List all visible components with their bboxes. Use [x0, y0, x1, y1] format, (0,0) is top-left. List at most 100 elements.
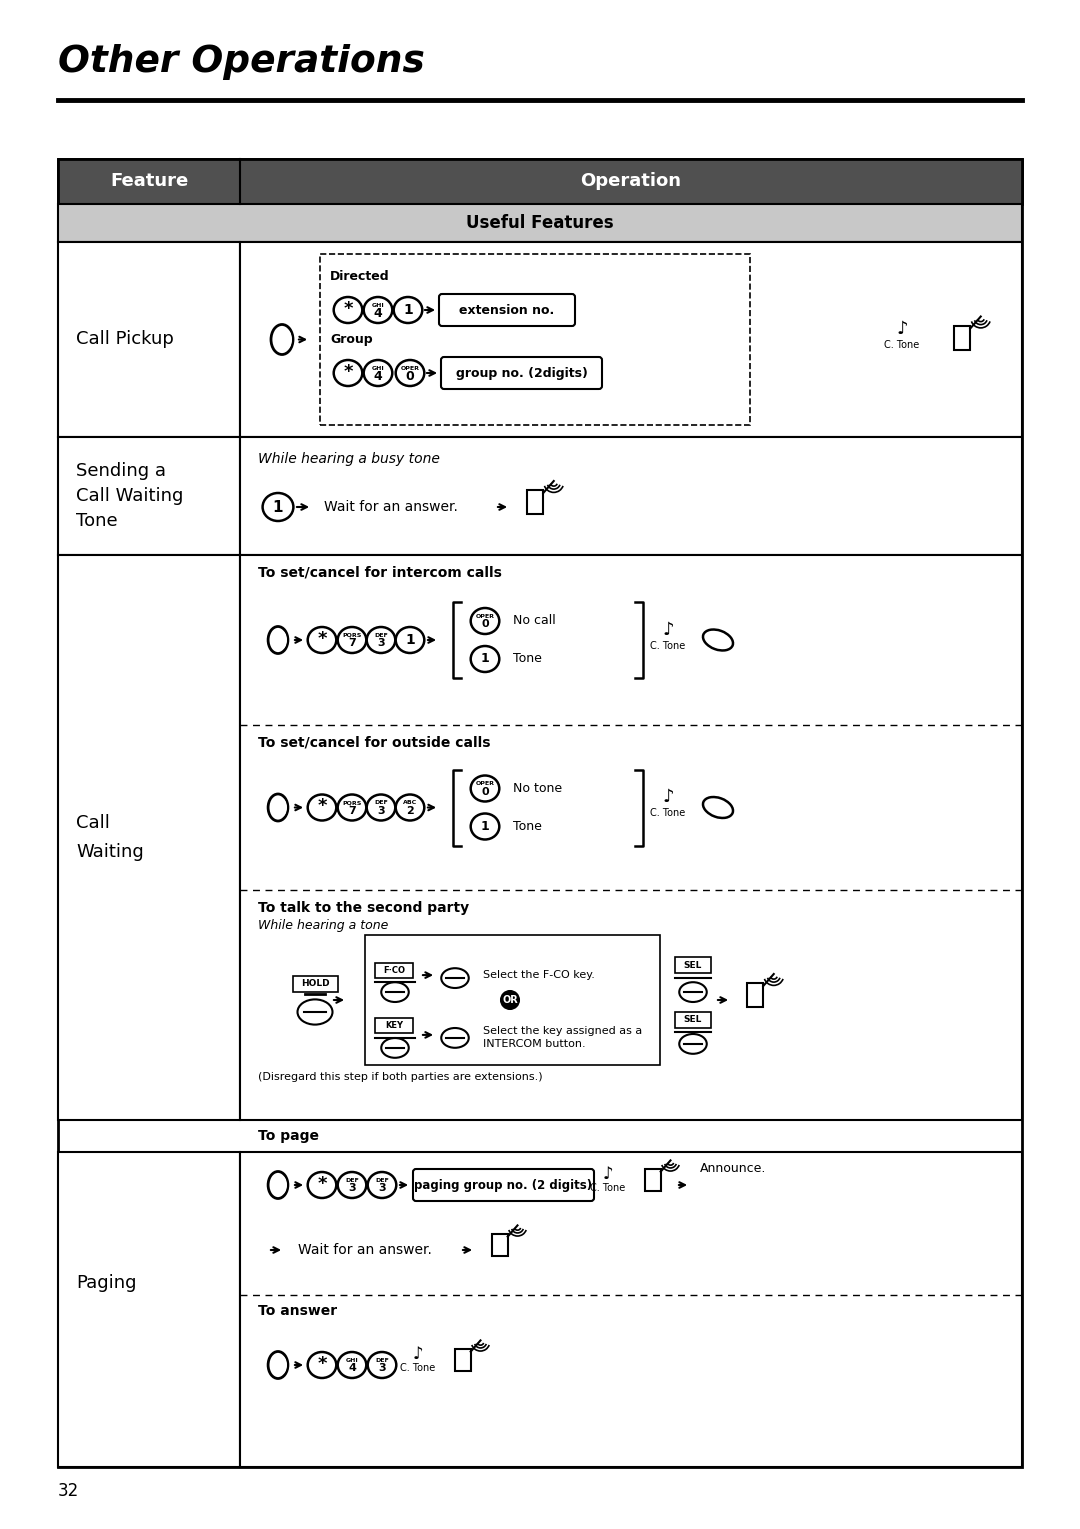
Text: To set/cancel for intercom calls: To set/cancel for intercom calls — [258, 566, 502, 579]
Text: 3: 3 — [378, 1364, 386, 1373]
Ellipse shape — [367, 1173, 396, 1199]
Bar — [240, 437, 1022, 555]
Text: Wait for an answer.: Wait for an answer. — [298, 1243, 432, 1257]
Bar — [240, 242, 1022, 437]
Text: Feature: Feature — [110, 173, 188, 191]
Text: PQRS: PQRS — [342, 801, 362, 806]
Text: 3: 3 — [348, 1183, 355, 1193]
Bar — [58, 203, 1022, 242]
Text: 3: 3 — [378, 1183, 386, 1193]
Text: (Disregard this step if both parties are extensions.): (Disregard this step if both parties are… — [258, 1072, 542, 1083]
Text: OPER: OPER — [475, 781, 495, 786]
Ellipse shape — [338, 627, 366, 653]
Text: 1: 1 — [481, 653, 489, 665]
Ellipse shape — [274, 1355, 287, 1375]
Text: To answer: To answer — [258, 1304, 337, 1318]
FancyBboxPatch shape — [441, 356, 602, 388]
Text: C. Tone: C. Tone — [591, 1183, 625, 1193]
Bar — [675, 1012, 711, 1027]
FancyBboxPatch shape — [438, 294, 575, 326]
Bar — [58, 159, 1022, 1466]
Bar — [456, 1349, 471, 1372]
Ellipse shape — [274, 630, 287, 650]
Ellipse shape — [367, 795, 395, 821]
Ellipse shape — [442, 968, 469, 988]
Text: No tone: No tone — [513, 781, 562, 795]
Text: *: * — [318, 1174, 327, 1193]
Text: Call
Waiting: Call Waiting — [76, 813, 144, 861]
Text: DEF: DEF — [375, 1177, 389, 1183]
Text: No call: No call — [513, 615, 556, 627]
Text: OPER: OPER — [475, 615, 495, 619]
Text: Directed: Directed — [330, 271, 390, 283]
Text: *: * — [343, 362, 353, 381]
Text: Sending a
Call Waiting
Tone: Sending a Call Waiting Tone — [76, 462, 184, 531]
Text: 0: 0 — [482, 619, 489, 630]
Ellipse shape — [367, 627, 395, 653]
Text: Other Operations: Other Operations — [58, 44, 424, 80]
Ellipse shape — [471, 775, 499, 801]
Text: 4: 4 — [374, 307, 382, 320]
Text: 1: 1 — [405, 633, 415, 647]
Text: Operation: Operation — [581, 173, 681, 191]
Text: 1: 1 — [481, 820, 489, 833]
Text: 7: 7 — [348, 806, 356, 816]
Text: 3: 3 — [377, 638, 384, 648]
Text: Paging: Paging — [76, 1275, 136, 1292]
Bar — [675, 957, 711, 972]
Text: While hearing a tone: While hearing a tone — [258, 919, 389, 933]
Text: SEL: SEL — [684, 960, 702, 969]
Bar — [58, 555, 240, 1121]
Text: DEF: DEF — [346, 1177, 359, 1183]
Text: Tone: Tone — [513, 820, 542, 833]
Text: While hearing a busy tone: While hearing a busy tone — [258, 453, 440, 466]
Text: *: * — [343, 300, 353, 318]
Ellipse shape — [334, 297, 362, 323]
Bar — [365, 936, 660, 1066]
Text: 4: 4 — [374, 370, 382, 382]
Text: 0: 0 — [406, 370, 415, 382]
Text: 2: 2 — [406, 806, 414, 816]
Ellipse shape — [442, 1027, 469, 1047]
Text: 0: 0 — [482, 787, 489, 797]
Text: C. Tone: C. Tone — [401, 1362, 435, 1373]
Text: *: * — [318, 630, 327, 648]
Ellipse shape — [297, 1000, 333, 1024]
Ellipse shape — [338, 1173, 366, 1199]
Text: INTERCOM button.: INTERCOM button. — [483, 1038, 585, 1049]
Text: Group: Group — [330, 333, 373, 347]
Bar — [954, 326, 970, 350]
Text: Useful Features: Useful Features — [467, 214, 613, 232]
Text: Tone: Tone — [513, 653, 542, 665]
Text: To talk to the second party: To talk to the second party — [258, 901, 469, 914]
Text: Select the F-CO key.: Select the F-CO key. — [483, 969, 595, 980]
Bar — [58, 437, 240, 555]
Text: ♪: ♪ — [413, 1346, 423, 1362]
Ellipse shape — [308, 627, 336, 653]
Text: extension no.: extension no. — [459, 303, 555, 317]
Bar — [293, 976, 338, 992]
Ellipse shape — [262, 492, 294, 521]
Ellipse shape — [381, 1038, 408, 1058]
Ellipse shape — [471, 813, 499, 839]
Text: ♪: ♪ — [662, 621, 674, 639]
Ellipse shape — [394, 297, 422, 323]
Bar — [58, 159, 1022, 203]
Text: group no. (2digits): group no. (2digits) — [456, 367, 588, 379]
Text: 32: 32 — [58, 1482, 79, 1500]
Text: DEF: DEF — [374, 801, 388, 806]
Text: Wait for an answer.: Wait for an answer. — [324, 500, 458, 514]
Text: SEL: SEL — [684, 1015, 702, 1024]
Ellipse shape — [274, 1176, 287, 1194]
Text: GHI: GHI — [372, 365, 384, 372]
Ellipse shape — [268, 627, 288, 653]
Bar — [58, 242, 240, 437]
Ellipse shape — [381, 982, 408, 1001]
Bar — [240, 555, 1022, 1121]
Text: OR: OR — [502, 995, 518, 1005]
Bar — [240, 1151, 1022, 1466]
Ellipse shape — [703, 630, 733, 650]
Text: DEF: DEF — [374, 633, 388, 638]
Text: C. Tone: C. Tone — [650, 809, 686, 818]
Text: Select the key assigned as a: Select the key assigned as a — [483, 1026, 643, 1037]
